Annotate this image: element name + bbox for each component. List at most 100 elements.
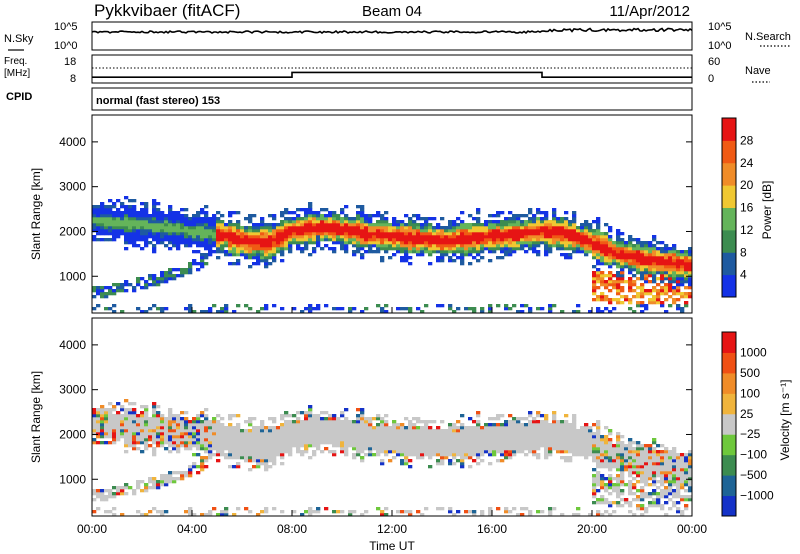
power-cell <box>304 217 309 221</box>
velocity-cell <box>548 507 553 511</box>
power-cell <box>468 247 473 251</box>
power-cell <box>324 235 329 239</box>
power-cell <box>96 220 101 224</box>
velocity-cell <box>472 438 477 442</box>
velocity-cell <box>304 432 309 436</box>
velocity-cell <box>664 450 669 454</box>
velocity-cell <box>580 429 585 433</box>
velocity-cell <box>252 450 257 454</box>
power-cell <box>332 217 337 221</box>
velocity-cell <box>216 429 221 433</box>
velocity-cell <box>132 438 137 442</box>
power-cell <box>528 241 533 245</box>
velocity-cell <box>652 474 657 478</box>
power-cell <box>524 238 529 242</box>
power-cell <box>400 238 405 242</box>
power-cell <box>172 244 177 248</box>
velocity-cell <box>500 450 505 454</box>
colorbar-swatch <box>722 252 736 276</box>
power-cell <box>352 244 357 248</box>
velocity-cell <box>600 477 605 481</box>
velocity-cell <box>496 438 501 442</box>
power-cell <box>236 250 241 254</box>
velocity-cell <box>408 438 413 442</box>
velocity-cell <box>176 420 181 424</box>
power-cell <box>136 277 141 281</box>
velocity-cell <box>348 513 353 517</box>
power-cell <box>304 226 309 230</box>
power-cell <box>520 247 525 251</box>
power-cell <box>92 289 97 293</box>
power-cell <box>512 214 517 218</box>
velocity-cell <box>236 444 241 448</box>
power-cell <box>492 232 497 236</box>
velocity-cell <box>272 456 277 460</box>
power-cell <box>640 268 645 272</box>
power-cell <box>568 223 573 227</box>
velocity-cell <box>100 423 105 427</box>
power-cell <box>196 220 201 224</box>
power-cell <box>148 307 153 311</box>
power-cell <box>668 274 673 278</box>
time-tick-label: 16:00 <box>477 522 507 536</box>
velocity-cell <box>408 459 413 463</box>
power-cell <box>344 229 349 233</box>
colorbar-tick-label: 25 <box>740 407 754 421</box>
power-cell <box>360 235 365 239</box>
power-cell <box>168 268 173 272</box>
power-cell <box>532 214 537 218</box>
power-cell <box>208 235 213 239</box>
velocity-cell <box>488 423 493 427</box>
power-cell <box>484 247 489 251</box>
power-cell <box>504 253 509 257</box>
power-cell <box>496 235 501 239</box>
velocity-cell <box>524 426 529 430</box>
power-cell <box>144 226 149 230</box>
power-cell <box>324 244 329 248</box>
power-cell <box>264 244 269 248</box>
power-cell <box>668 277 673 281</box>
velocity-cell <box>660 456 665 460</box>
velocity-cell <box>528 411 533 415</box>
velocity-cell <box>276 429 281 433</box>
power-cell <box>144 229 149 233</box>
velocity-cell <box>360 459 365 463</box>
power-cell <box>516 217 521 221</box>
power-cell <box>492 223 497 227</box>
velocity-cell <box>184 417 189 421</box>
power-cell <box>520 220 525 224</box>
velocity-cell <box>160 510 165 514</box>
power-cell <box>572 235 577 239</box>
power-cell <box>688 274 693 278</box>
velocity-cell <box>396 432 401 436</box>
power-cell <box>124 229 129 233</box>
power-cell <box>148 229 153 233</box>
power-cell <box>200 232 205 236</box>
velocity-cell <box>308 435 313 439</box>
velocity-cell <box>260 510 265 514</box>
power-cell <box>516 229 521 233</box>
power-cell <box>356 235 361 239</box>
velocity-cell <box>376 417 381 421</box>
velocity-cell <box>160 423 165 427</box>
power-cell <box>376 232 381 236</box>
power-cell <box>508 217 513 221</box>
power-cell <box>172 226 177 230</box>
power-cell <box>596 277 601 281</box>
velocity-cell <box>620 498 625 502</box>
velocity-cell <box>608 441 613 445</box>
velocity-cell <box>608 504 613 508</box>
velocity-cell <box>448 432 453 436</box>
velocity-cell <box>128 420 133 424</box>
power-cell <box>424 217 429 221</box>
velocity-cell <box>164 477 169 481</box>
velocity-cell <box>504 456 509 460</box>
velocity-cell <box>456 432 461 436</box>
power-cell <box>156 220 161 224</box>
power-cell <box>192 229 197 233</box>
power-cell <box>256 223 261 227</box>
velocity-cell <box>316 438 321 442</box>
power-cell <box>496 220 501 224</box>
power-cell <box>652 256 657 260</box>
velocity-cell <box>252 456 257 460</box>
